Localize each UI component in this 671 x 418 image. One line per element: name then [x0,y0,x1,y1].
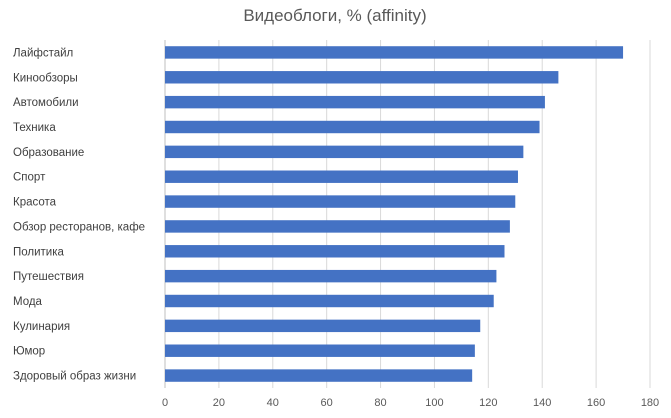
bar [165,344,475,357]
category-labels: Лайфстайл Кинообзоры Автомобили Техника Обра… [13,47,145,382]
x-tick-label: 120 [479,397,497,409]
x-tick-label: 100 [425,397,443,409]
category-label: Техника [13,122,56,134]
bar [165,95,545,109]
category-label: Спорт [13,172,46,184]
category-label: Автомобили [13,97,79,109]
x-tick-label: 80 [374,397,386,409]
x-tick-labels: 0 20 40 60 80 100 120 140 160 180 [162,397,659,409]
category-label: Кулинария [13,321,70,333]
x-tick-label: 140 [533,397,551,409]
category-label: Мода [13,296,43,308]
category-label: Обзор ресторанов, кафе [13,221,145,233]
category-label: Путешествия [13,271,84,283]
bar [165,220,510,233]
category-label: Кинообзоры [13,72,78,84]
x-tick-label: 160 [587,397,605,409]
x-tick-label: 180 [641,397,659,409]
bar [165,269,497,283]
gridlines [164,40,651,388]
category-label: Юмор [13,346,45,358]
category-label: Политика [13,246,65,258]
bar [165,170,518,183]
category-label: Образование [13,147,84,159]
bar [165,369,473,382]
bar [165,71,559,84]
bar [165,319,481,333]
x-tick-label: 20 [213,397,225,409]
chart-title: Видеоблоги, % (affinity) [243,6,426,25]
x-tick-label: 0 [162,397,168,409]
x-tick-label: 60 [321,397,333,409]
bar [165,46,624,59]
bars [165,46,624,382]
bar [165,120,540,134]
bar [165,195,516,208]
category-label: Лайфстайл [13,47,73,59]
bar [165,145,524,159]
x-tick-label: 40 [267,397,279,409]
category-label: Здоровый образ жизни [13,371,136,383]
bar [165,294,494,308]
bar [165,245,505,258]
category-label: Красота [13,197,57,209]
